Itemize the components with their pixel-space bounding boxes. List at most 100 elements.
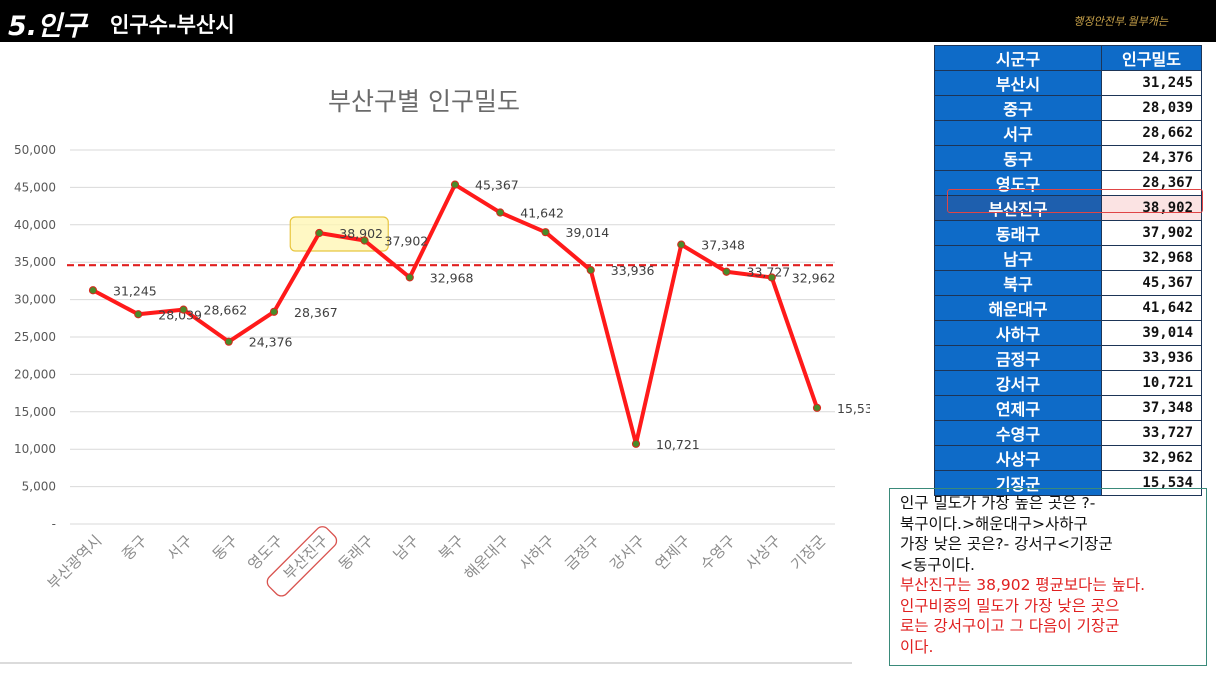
x-tick-label: 동구 [209,532,241,564]
table-highlight-box [947,189,1203,213]
note-box: 인구 밀도가 가장 높은 곳은 ?- 북구이다.>해운대구>사하구 가장 낮은 … [889,488,1207,666]
table-row: 부산시 31,245 [934,70,1202,96]
data-label: 28,662 [204,303,248,318]
x-tick-label: 동래구 [335,532,377,574]
data-point [88,286,98,295]
data-point [631,439,641,448]
x-tick-label: 사하구 [516,532,558,574]
source-note: 행정안전부.월부캐는 [1073,15,1168,28]
district-cell: 서구 [934,120,1102,146]
x-label-highlight [266,526,338,597]
x-tick-label: 중구 [118,532,150,564]
data-label: 15,534 [837,401,870,416]
section-number: 5.인구 [8,11,87,42]
data-label: 32,968 [430,270,474,285]
district-cell: 영도구 [934,170,1102,196]
district-cell: 연제구 [934,395,1102,421]
table-row: 수영구 33,727 [934,420,1202,446]
data-point [269,307,279,316]
data-label: 32,962 [792,270,836,285]
data-point [722,267,731,276]
data-point [541,228,550,237]
y-tick-label: 40,000 [14,218,56,232]
district-cell: 사상구 [934,445,1102,471]
table-row: 기장군 15,534 [934,470,1202,496]
y-tick-label: - [52,517,56,531]
data-label: 37,902 [385,233,429,248]
density-cell: 32,968 [1101,245,1202,271]
data-point [315,228,324,238]
table-row: 사상구 32,962 [934,445,1202,471]
x-tick-label: 기장군 [787,531,829,573]
district-cell: 부산진구 [934,195,1102,221]
data-point [360,236,369,245]
y-tick-label: 15,000 [14,405,56,419]
district-cell: 사하구 [934,320,1102,346]
table-row: 금정구 33,936 [934,345,1202,371]
section-title: 인구수-부산시 [110,13,235,37]
table-row: 동구 24,376 [934,145,1202,171]
header-district: 시군구 [934,45,1102,71]
y-tick-label: 50,000 [14,143,56,157]
x-tick-label: 수영구 [697,532,739,574]
data-point [496,208,505,217]
density-cell: 38,902 [1101,195,1202,221]
header-bar: 5.인구 인구수-부산시 행정안전부.월부캐는 [0,0,1216,42]
data-label: 41,642 [520,206,564,221]
data-point [677,240,686,249]
note-line: 북구이다.>해운대구>사하구 [900,514,1088,533]
table-row: 연제구 37,348 [934,395,1202,421]
y-tick-label: 25,000 [14,330,56,344]
y-tick-label: 10,000 [14,442,56,456]
district-cell: 수영구 [934,420,1102,446]
data-label: 28,367 [294,305,338,320]
table-row: 사하구 39,014 [934,320,1202,346]
density-cell: 33,727 [1101,420,1202,446]
district-cell: 해운대구 [934,295,1102,321]
data-point [586,266,595,275]
x-tick-label: 금정구 [561,532,603,574]
x-tick-label: 강서구 [606,532,648,574]
density-cell: 24,376 [1101,145,1202,171]
district-cell: 북구 [934,270,1102,296]
data-point [812,403,822,412]
district-cell: 강서구 [934,370,1102,396]
data-label: 28,039 [158,307,202,322]
x-tick-label: 부산광역시 [44,532,106,594]
data-label: 39,014 [566,225,610,240]
x-tick-label: 부산진구 [280,532,332,584]
data-label: 45,367 [475,178,519,193]
data-point [450,180,460,189]
density-cell: 45,367 [1101,270,1202,296]
chart-title: 부산구별 인구밀도 [328,87,520,116]
header-density: 인구밀도 [1101,45,1202,71]
density-cell: 39,014 [1101,320,1202,346]
density-cell: 31,245 [1101,70,1202,96]
data-label: 33,727 [747,265,791,280]
data-point [179,305,188,314]
x-tick-label: 해운대구 [461,532,513,584]
district-cell: 남구 [934,245,1102,271]
note-line: 인구 밀도가 가장 높은 곳은 ?- [900,494,1096,512]
note-line: <동구이다. [900,555,975,574]
table-row: 남구 32,968 [934,245,1202,271]
data-point [224,337,233,346]
table-row: 강서구 10,721 [934,370,1202,396]
x-tick-label: 북구 [435,532,467,564]
district-cell: 동구 [934,145,1102,171]
density-cell: 32,962 [1101,445,1202,471]
note-line: 가장 낮은 곳은?- 강서구<기장군 [900,535,1113,553]
y-tick-label: 5,000 [22,480,56,494]
data-label: 10,721 [656,437,700,452]
x-tick-label: 사상구 [742,532,784,574]
x-tick-label: 연제구 [652,532,694,574]
data-label: 24,376 [249,335,293,350]
table-row: 중구 28,039 [934,95,1202,121]
density-table: 시군구 인구밀도 부산시 31,245 중구 28,039 서구 28,662 동구 24,3… [934,45,1202,496]
density-cell: 37,348 [1101,395,1202,421]
density-cell: 10,721 [1101,370,1202,396]
district-cell: 금정구 [934,345,1102,371]
note-red-line: 로는 강서구이고 그 다음이 기장군 [900,617,1120,635]
x-tick-label: 서구 [164,532,196,564]
density-cell: 28,662 [1101,120,1202,146]
